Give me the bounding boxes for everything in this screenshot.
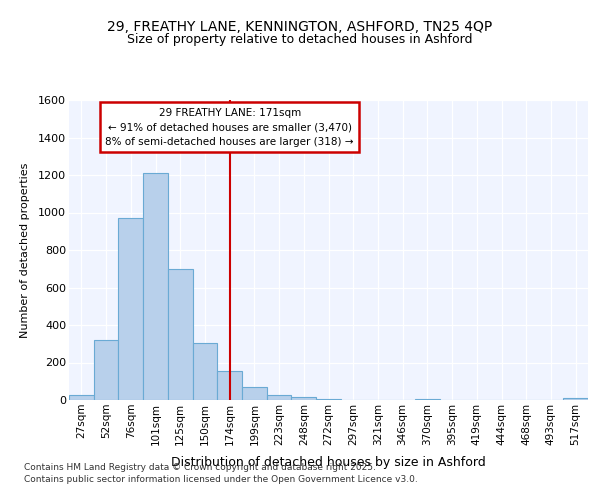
Bar [267, 396, 292, 400]
Text: Contains HM Land Registry data © Crown copyright and database right 2025.: Contains HM Land Registry data © Crown c… [24, 462, 376, 471]
Bar [118, 218, 143, 400]
Bar [292, 397, 316, 400]
Bar [316, 399, 341, 400]
Bar [217, 371, 242, 400]
Text: 29, FREATHY LANE, KENNINGTON, ASHFORD, TN25 4QP: 29, FREATHY LANE, KENNINGTON, ASHFORD, T… [107, 20, 493, 34]
Text: Contains public sector information licensed under the Open Government Licence v3: Contains public sector information licen… [24, 475, 418, 484]
Bar [563, 398, 588, 400]
Bar [242, 387, 267, 400]
Bar [193, 343, 217, 400]
X-axis label: Distribution of detached houses by size in Ashford: Distribution of detached houses by size … [171, 456, 486, 469]
Text: 29 FREATHY LANE: 171sqm
← 91% of detached houses are smaller (3,470)
8% of semi-: 29 FREATHY LANE: 171sqm ← 91% of detache… [106, 108, 354, 147]
Bar [168, 269, 193, 400]
Text: Size of property relative to detached houses in Ashford: Size of property relative to detached ho… [127, 32, 473, 46]
Bar [415, 399, 440, 400]
Bar [94, 340, 118, 400]
Bar [143, 173, 168, 400]
Bar [69, 396, 94, 400]
Y-axis label: Number of detached properties: Number of detached properties [20, 162, 30, 338]
